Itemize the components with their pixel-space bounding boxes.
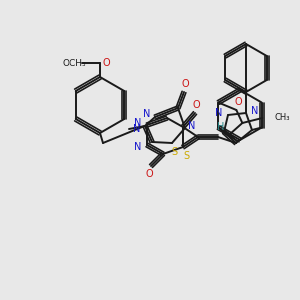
Text: N: N xyxy=(188,121,196,131)
Text: H: H xyxy=(217,122,225,132)
Text: O: O xyxy=(235,97,242,107)
Text: O: O xyxy=(181,79,189,89)
Text: N: N xyxy=(215,108,223,118)
Text: O: O xyxy=(102,58,110,68)
Text: CH₃: CH₃ xyxy=(274,113,290,122)
Text: OCH₃: OCH₃ xyxy=(62,58,86,68)
Text: S: S xyxy=(183,151,189,161)
Text: N: N xyxy=(251,106,259,116)
Text: S: S xyxy=(171,147,177,157)
Text: N: N xyxy=(134,142,142,152)
Text: N: N xyxy=(133,124,141,134)
Text: O: O xyxy=(145,169,153,179)
Text: N: N xyxy=(134,118,142,128)
Text: O: O xyxy=(192,100,200,110)
Text: N: N xyxy=(143,109,151,119)
